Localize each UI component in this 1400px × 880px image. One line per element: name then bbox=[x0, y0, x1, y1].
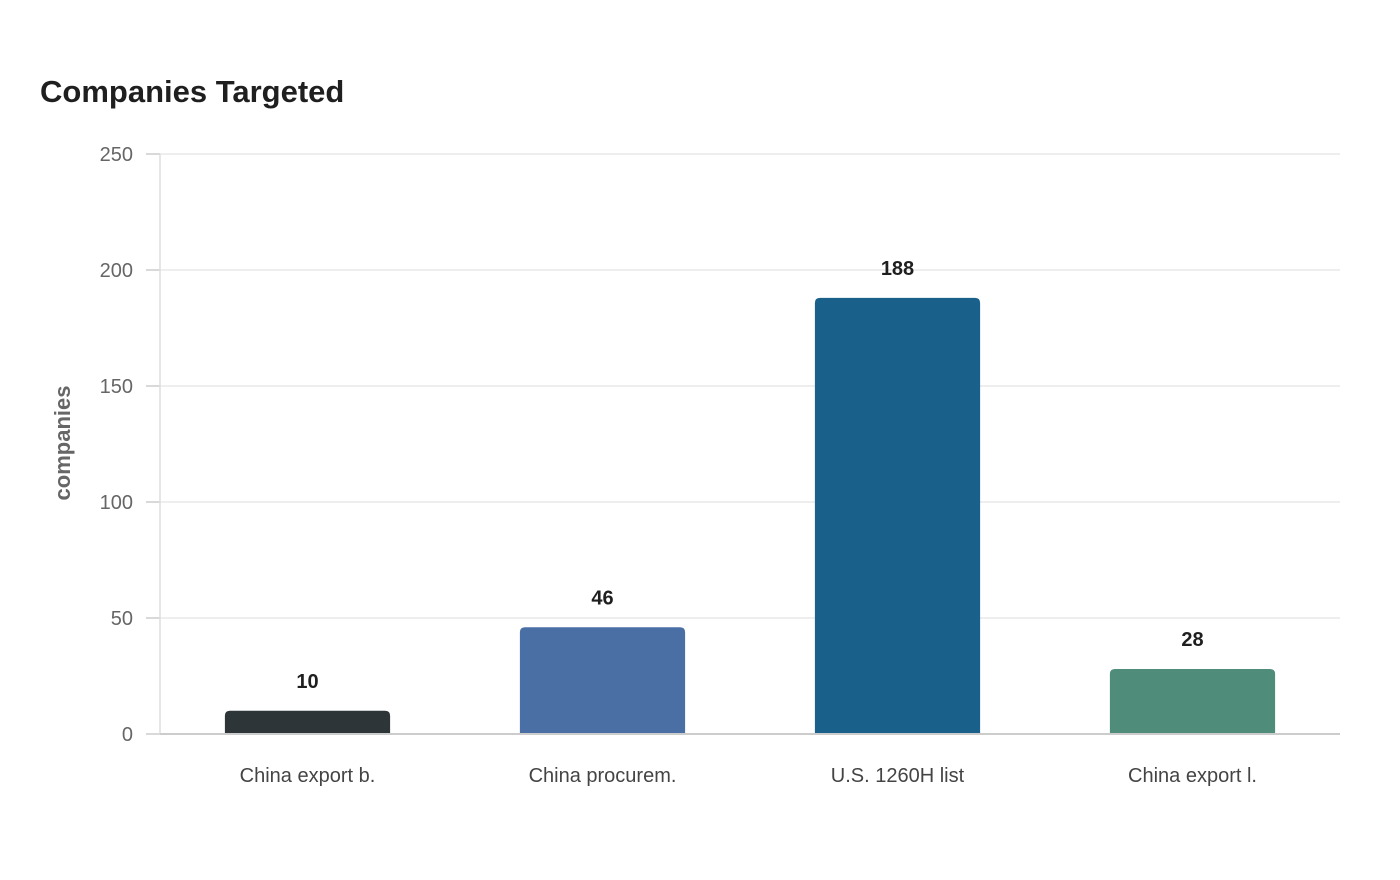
bars: 10 46 188 28 bbox=[224, 258, 1276, 734]
y-tick-label: 200 bbox=[100, 260, 133, 282]
y-tick-label: 50 bbox=[111, 608, 133, 630]
bar-value-label: 46 bbox=[591, 587, 613, 609]
x-axis: China export b. China procurem. U.S. 1260H… bbox=[160, 733, 1340, 787]
bar bbox=[1109, 669, 1276, 734]
y-axis: 0 50 100 150 200 250 bbox=[100, 144, 161, 746]
y-tick-label: 100 bbox=[100, 492, 133, 514]
x-category-label: U.S. 1260H list bbox=[831, 765, 965, 787]
bar bbox=[224, 710, 391, 734]
x-category-label: China export l. bbox=[1128, 765, 1257, 787]
y-tick-label: 150 bbox=[100, 376, 133, 398]
x-category-label: China export b. bbox=[240, 765, 376, 787]
y-tick-label: 250 bbox=[100, 144, 133, 166]
bar bbox=[519, 627, 686, 734]
x-category-label: China procurem. bbox=[529, 765, 677, 787]
bar-value-label: 10 bbox=[296, 671, 318, 693]
chart-title: Companies Targeted bbox=[40, 74, 345, 109]
y-tick-label: 0 bbox=[122, 724, 133, 746]
bar bbox=[814, 297, 981, 734]
gridlines bbox=[160, 153, 1340, 619]
bar-value-label: 188 bbox=[881, 258, 914, 280]
y-axis-title: companies bbox=[50, 386, 75, 501]
bar-value-label: 28 bbox=[1181, 629, 1203, 651]
